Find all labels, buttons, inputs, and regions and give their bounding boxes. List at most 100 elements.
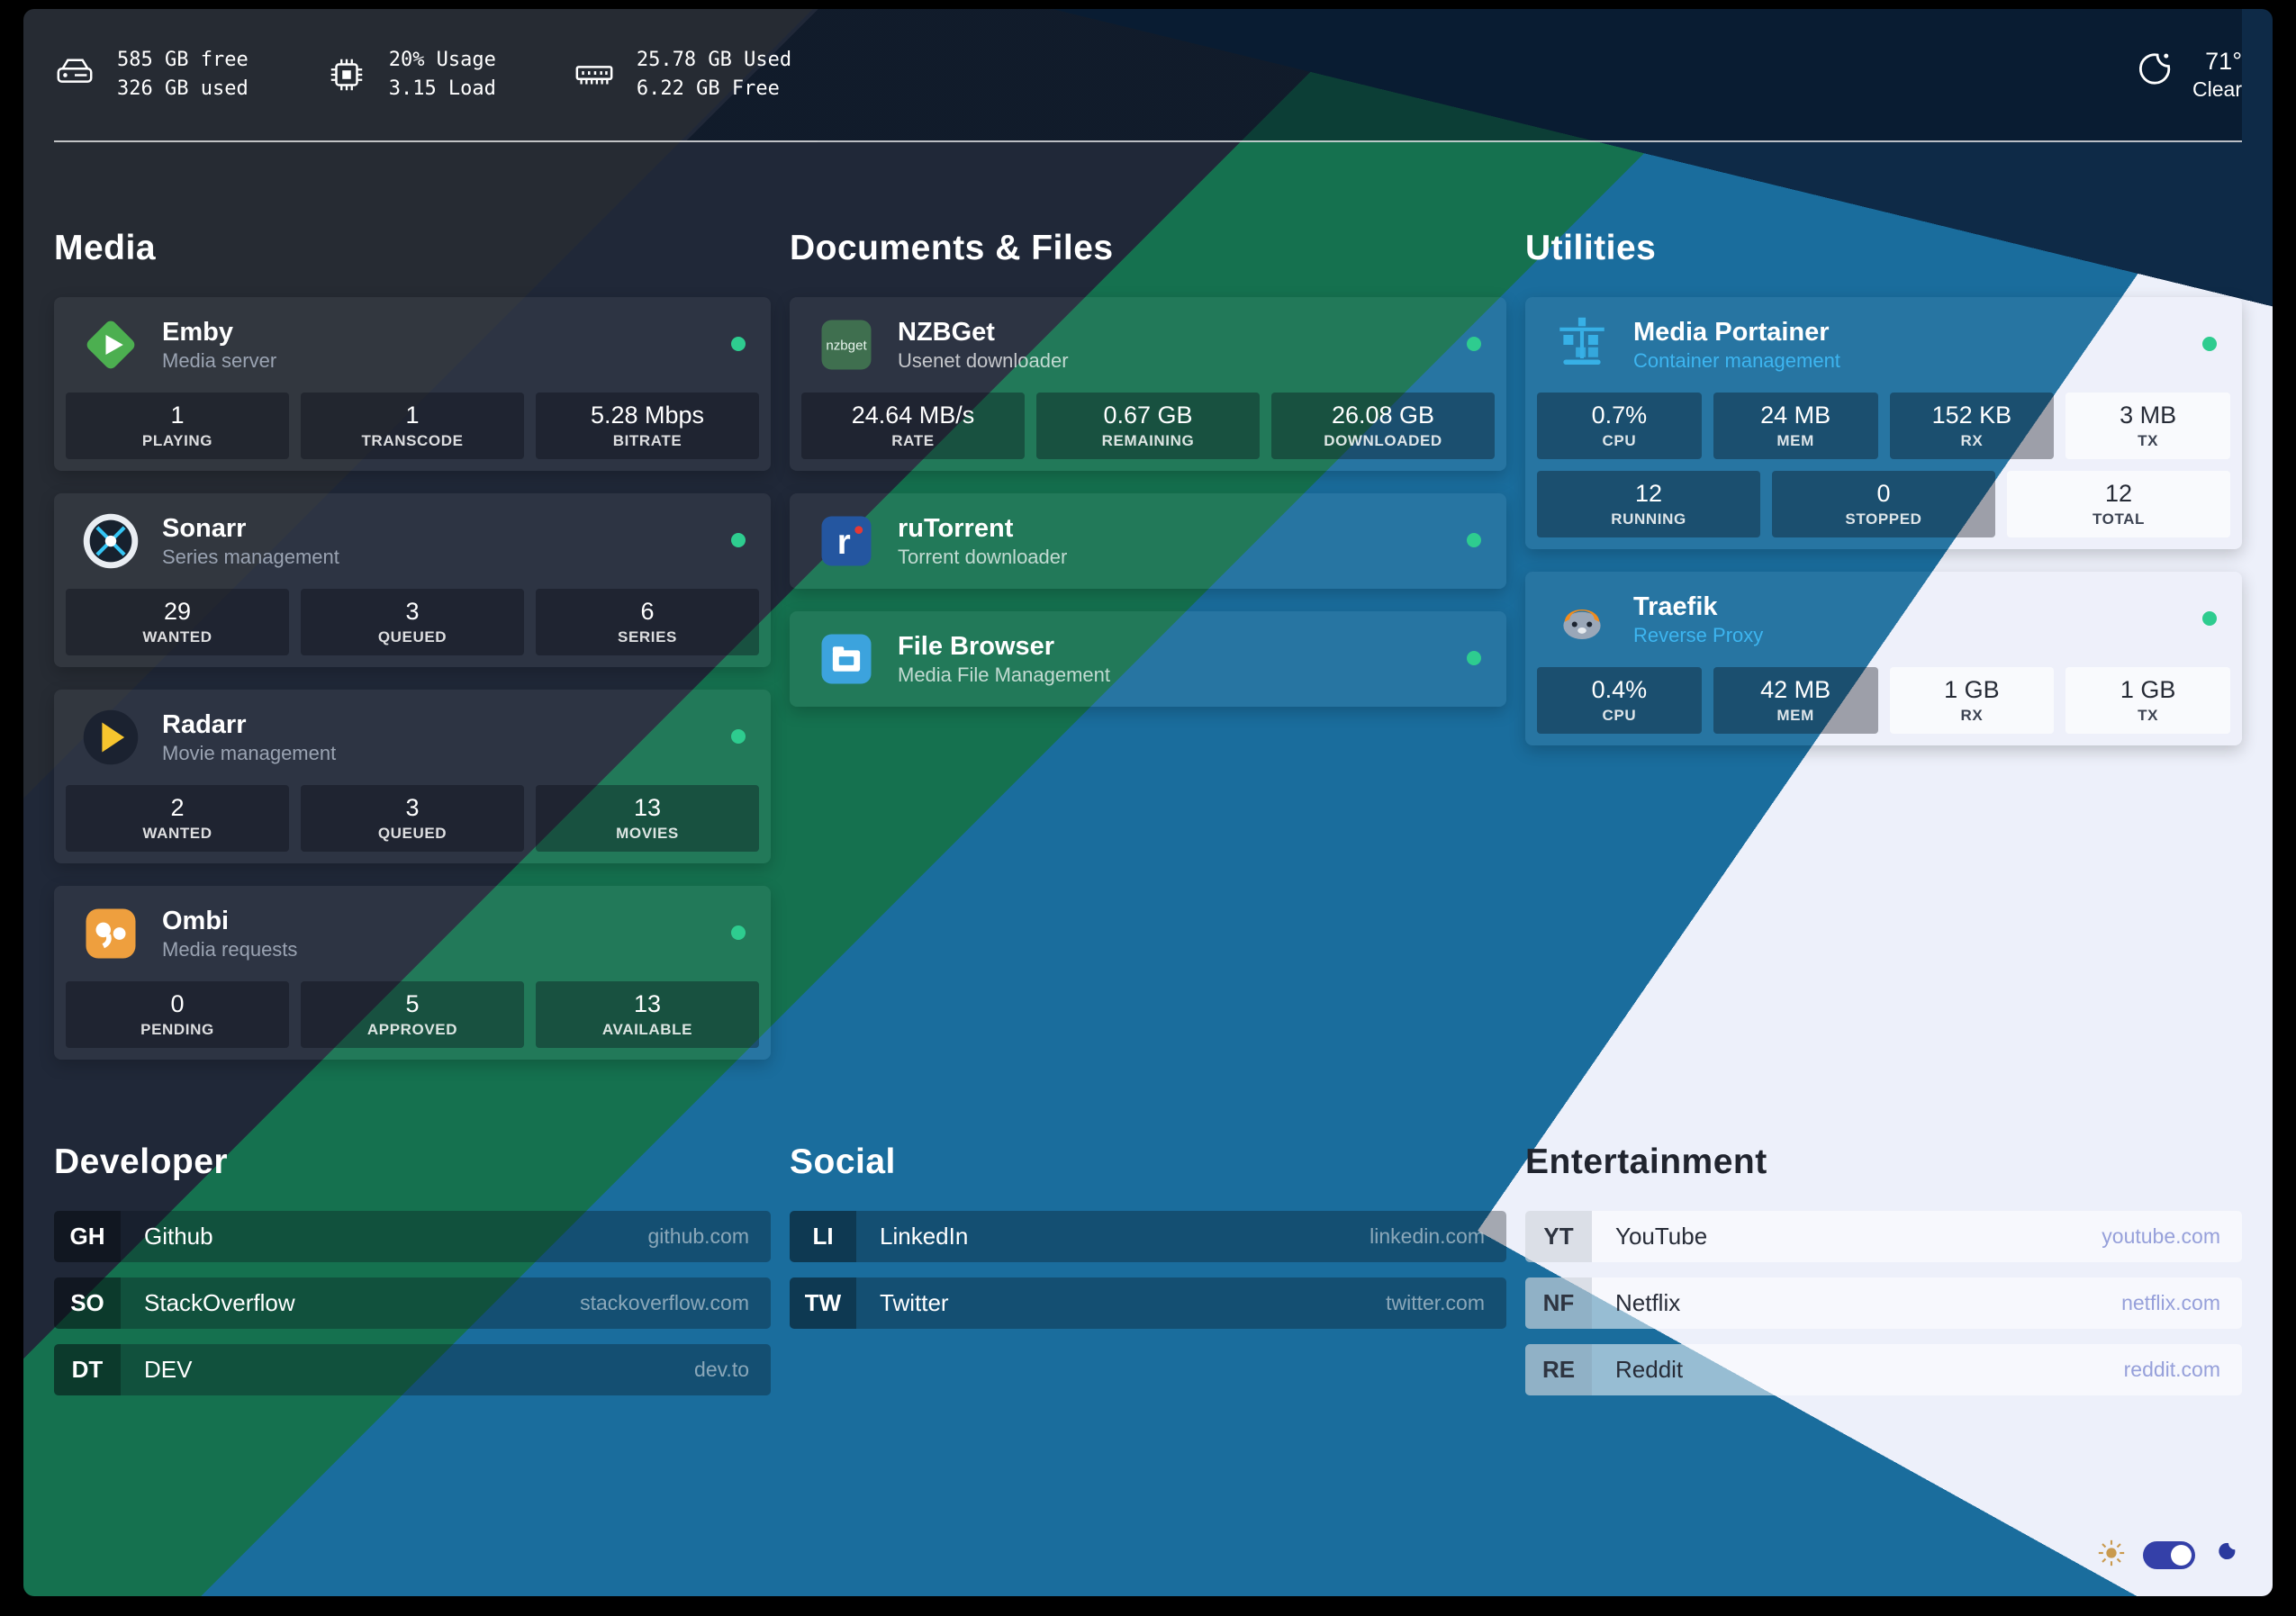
link-url: youtube.com — [2102, 1224, 2220, 1248]
link-dev[interactable]: DT DEV dev.to — [54, 1344, 771, 1395]
stat-available: 13 AVAILABLE — [536, 981, 759, 1048]
stat-mem: 24 MB MEM — [1713, 393, 1878, 459]
disk-icon — [54, 54, 95, 95]
app-subtitle: Reverse Proxy — [1633, 623, 1764, 646]
stat-queued: 3 QUEUED — [301, 589, 524, 655]
stat-stopped: 0 STOPPED — [1772, 471, 1995, 537]
app-card-filebrowser[interactable]: File Browser Media File Management — [790, 611, 1506, 707]
app-name: Ombi — [162, 906, 230, 935]
stat-rate: 24.64 MB/s RATE — [801, 393, 1025, 459]
link-linkedin[interactable]: LI LinkedIn linkedin.com — [790, 1211, 1506, 1262]
app-name: Sonarr — [162, 513, 247, 543]
app-subtitle: Container management — [1633, 348, 1840, 372]
section-utilities: Utilities — [1525, 229, 2242, 1060]
status-dot — [1467, 533, 1481, 547]
link-abbr: SO — [54, 1277, 121, 1329]
stat-running: 12 RUNNING — [1537, 471, 1760, 537]
svg-text:r: r — [837, 523, 851, 562]
stat-mem: 42 MB MEM — [1713, 667, 1878, 734]
stat-queued: 3 QUEUED — [301, 785, 524, 852]
moon-weather-icon — [2128, 49, 2174, 100]
link-label: LinkedIn — [880, 1223, 969, 1250]
memory-stats: 25.78 GB Used 6.22 GB Free — [574, 46, 791, 104]
stat-rx: 1 GB RX — [1889, 667, 2055, 734]
status-dot — [731, 925, 746, 940]
link-twitter[interactable]: TW Twitter twitter.com — [790, 1277, 1506, 1329]
stat-cpu: 0.4% CPU — [1537, 667, 1702, 734]
app-card-traefik[interactable]: Traefik Reverse Proxy 0.4% CPU 42 MB MEM 1… — [1525, 572, 2242, 745]
link-label: StackOverflow — [144, 1289, 295, 1316]
stat-series: 6 SERIES — [536, 589, 759, 655]
link-label: YouTube — [1615, 1223, 1708, 1250]
svg-text:nzbget: nzbget — [826, 339, 867, 354]
status-dot — [1467, 651, 1481, 665]
link-abbr: RE — [1525, 1344, 1592, 1395]
link-label: Github — [144, 1223, 213, 1250]
section-title-media: Media — [54, 229, 157, 267]
app-subtitle: Usenet downloader — [898, 348, 1069, 372]
link-url: reddit.com — [2123, 1358, 2220, 1381]
stat-transcode: 1 TRANSCODE — [301, 393, 524, 459]
app-card-rutorrent[interactable]: r ruTorrent Torrent downloader — [790, 493, 1506, 589]
radarr-icon — [81, 708, 140, 767]
dark-theme-moon-button[interactable] — [2211, 1539, 2238, 1571]
link-label: Twitter — [880, 1289, 949, 1316]
nzbget-icon: nzbget — [817, 315, 876, 375]
link-abbr: DT — [54, 1344, 121, 1395]
app-name: Traefik — [1633, 591, 1718, 621]
stat-total: 12 TOTAL — [2007, 471, 2230, 537]
app-name: File Browser — [898, 631, 1055, 661]
stat-downloaded: 26.08 GB DOWNLOADED — [1271, 393, 1495, 459]
app-name: ruTorrent — [898, 513, 1014, 543]
section-title-utilities: Utilities — [1525, 229, 1657, 267]
section-title-social: Social — [790, 1142, 896, 1181]
stat-remaining: 0.67 GB REMAINING — [1036, 393, 1260, 459]
link-url: netflix.com — [2121, 1291, 2220, 1314]
link-youtube[interactable]: YT YouTube youtube.com — [1525, 1211, 2242, 1262]
app-card-nzbget[interactable]: nzbget NZBGet Usenet downloader 24.64 MB… — [790, 297, 1506, 471]
disk-stats: 585 GB free 326 GB used — [54, 46, 249, 104]
app-name: Media Portainer — [1633, 317, 1830, 347]
app-card-radarr[interactable]: Radarr Movie management 2 WANTED 3 QUEUED … — [54, 690, 771, 863]
cpu-icon — [326, 54, 367, 95]
app-card-emby[interactable]: Emby Media server 1 PLAYING 1 TRANSCODE 5.… — [54, 297, 771, 471]
stat-cpu: 0.7% CPU — [1537, 393, 1702, 459]
system-stats-bar: 585 GB free 326 GB used 20% Usage 3.15 Loa… — [54, 9, 2242, 142]
app-name: Radarr — [162, 709, 247, 739]
app-card-sonarr[interactable]: Sonarr Series management 29 WANTED 3 QUEUE… — [54, 493, 771, 667]
status-dot — [731, 337, 746, 351]
stat-pending: 0 PENDING — [66, 981, 289, 1048]
ombi-icon — [81, 904, 140, 963]
section-media: Media Emby Media server — [54, 229, 771, 1060]
link-label: Netflix — [1615, 1289, 1681, 1316]
theme-controls — [2096, 1538, 2238, 1573]
app-name: NZBGet — [898, 317, 995, 347]
ram-icon — [574, 54, 615, 95]
app-subtitle: Series management — [162, 545, 339, 568]
light-theme-sun-button[interactable] — [2096, 1538, 2127, 1573]
stat-movies: 13 MOVIES — [536, 785, 759, 852]
link-abbr: NF — [1525, 1277, 1592, 1329]
portainer-icon — [1552, 315, 1612, 375]
link-url: github.com — [647, 1224, 749, 1248]
stat-playing: 1 PLAYING — [66, 393, 289, 459]
toggle-knob — [2171, 1545, 2192, 1566]
app-name: Emby — [162, 317, 233, 347]
section-developer: Developer GH Github github.com SO StackO… — [54, 1142, 771, 1395]
link-url: twitter.com — [1386, 1291, 1485, 1314]
status-dot — [731, 729, 746, 744]
stat-wanted: 29 WANTED — [66, 589, 289, 655]
temperature: 71° — [2205, 48, 2242, 76]
link-reddit[interactable]: RE Reddit reddit.com — [1525, 1344, 2242, 1395]
app-card-portainer[interactable]: Media Portainer Container management 0.7… — [1525, 297, 2242, 549]
link-stackoverflow[interactable]: SO StackOverflow stackoverflow.com — [54, 1277, 771, 1329]
link-netflix[interactable]: NF Netflix netflix.com — [1525, 1277, 2242, 1329]
cpu-stats-text: 20% Usage 3.15 Load — [388, 49, 496, 100]
theme-toggle[interactable] — [2143, 1541, 2195, 1569]
dashboard: 585 GB free 326 GB used 20% Usage 3.15 Loa… — [23, 9, 2273, 1596]
app-subtitle: Torrent downloader — [898, 545, 1068, 568]
app-subtitle: Media requests — [162, 937, 298, 961]
link-github[interactable]: GH Github github.com — [54, 1211, 771, 1262]
app-card-ombi[interactable]: Ombi Media requests 0 PENDING 5 APPROVED 1… — [54, 886, 771, 1060]
section-title-entertainment: Entertainment — [1525, 1142, 1767, 1181]
